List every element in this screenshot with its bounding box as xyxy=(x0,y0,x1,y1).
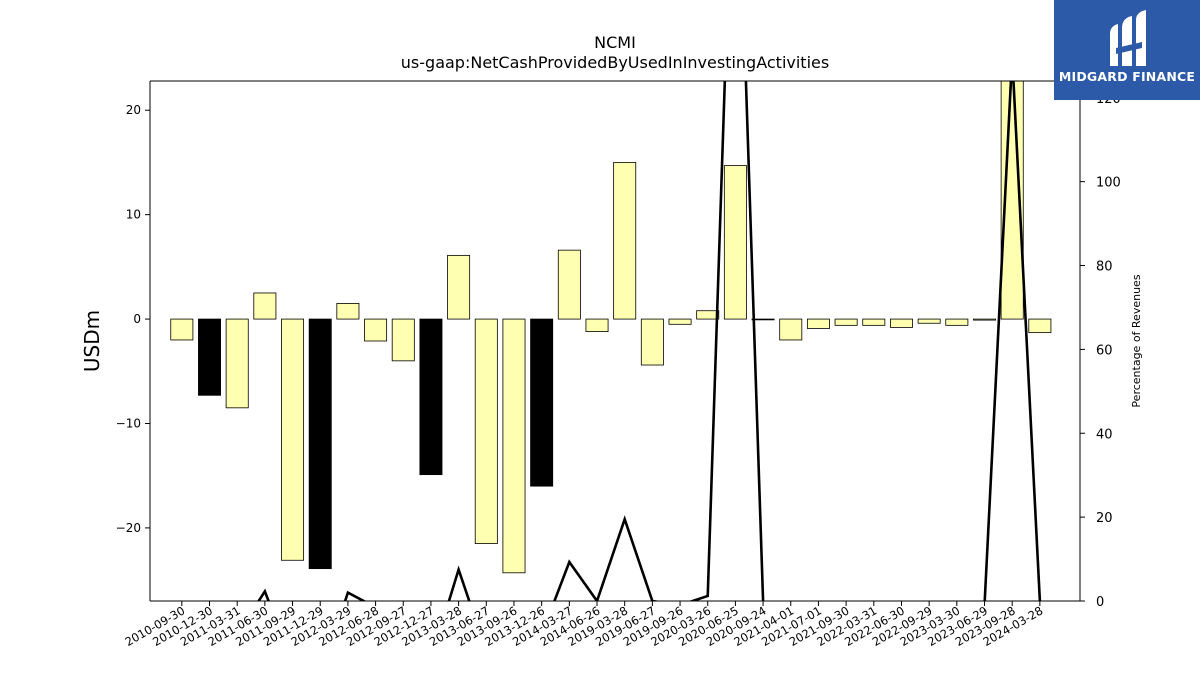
bar xyxy=(557,249,581,320)
bar xyxy=(419,318,443,476)
line-group xyxy=(257,81,1042,601)
brand-logo: MIDGARD FINANCE xyxy=(1054,0,1200,100)
bar xyxy=(502,318,526,574)
bar xyxy=(640,318,664,366)
y-tick-label: −10 xyxy=(116,416,141,430)
bar xyxy=(696,310,720,320)
bar xyxy=(198,318,221,396)
bar xyxy=(945,318,969,326)
bar xyxy=(253,292,277,320)
bar xyxy=(917,318,941,324)
bar xyxy=(364,318,388,342)
bar-group xyxy=(170,81,1052,574)
bar xyxy=(170,318,194,341)
y-tick-label: 20 xyxy=(126,103,141,117)
bar xyxy=(751,318,775,321)
y2-tick-label: 100 xyxy=(1096,176,1121,191)
bar xyxy=(806,318,830,329)
bar xyxy=(668,318,692,325)
series-line xyxy=(257,81,1042,601)
bar xyxy=(973,318,996,321)
bar xyxy=(585,318,609,333)
bar xyxy=(336,303,360,320)
bar xyxy=(225,318,249,409)
y-tick-label: 10 xyxy=(126,208,141,222)
chart-title: NCMI xyxy=(594,33,636,52)
bar xyxy=(447,254,471,320)
chart-subtitle: us-gaap:NetCashProvidedByUsedInInvesting… xyxy=(401,53,829,72)
y2-tick-label: 20 xyxy=(1096,511,1113,526)
y2-axis-label: Percentage of Revenues xyxy=(1130,274,1143,407)
bar xyxy=(613,162,637,320)
bar xyxy=(834,318,858,326)
y2-tick-label: 40 xyxy=(1096,427,1113,442)
y-tick-label: −20 xyxy=(116,521,141,535)
bar xyxy=(281,318,305,561)
bar xyxy=(391,318,415,362)
bar xyxy=(890,318,913,328)
y-tick-label: 0 xyxy=(133,312,141,326)
bar xyxy=(530,318,554,487)
bar xyxy=(474,318,498,544)
bar xyxy=(1028,318,1052,334)
bar xyxy=(723,165,747,320)
y2-tick-label: 80 xyxy=(1096,260,1113,275)
logo-text: MIDGARD FINANCE xyxy=(1058,69,1196,84)
bar xyxy=(308,318,332,570)
bar xyxy=(779,318,803,341)
logo-mark-icon xyxy=(1110,10,1146,66)
y-axis-label: USDm xyxy=(80,310,104,372)
y2-tick-label: 0 xyxy=(1096,595,1104,610)
y2-tick-label: 60 xyxy=(1096,343,1113,358)
bar xyxy=(862,318,886,326)
